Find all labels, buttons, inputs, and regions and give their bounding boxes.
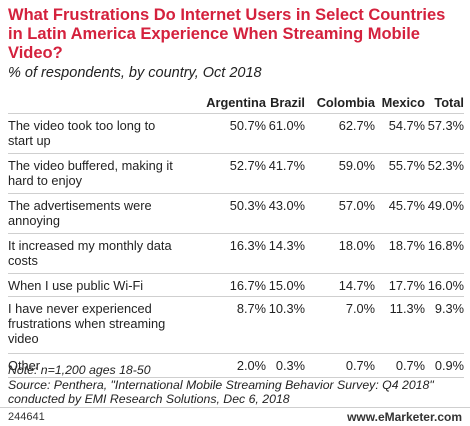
cell-colombia: 7.0%	[345, 301, 375, 316]
cell-argentina: 16.3%	[229, 238, 266, 253]
cell-total: 16.8%	[427, 238, 464, 253]
table-row: The video took too long to start up 50.7%…	[8, 114, 464, 154]
cell-mexico: 45.7%	[388, 198, 425, 213]
cell-mexico: 17.7%	[388, 278, 425, 293]
column-header-colombia: Colombia	[316, 95, 375, 110]
cell-colombia: 62.7%	[338, 118, 375, 133]
cell-argentina: 50.3%	[229, 198, 266, 213]
cell-argentina: 16.7%	[229, 278, 266, 293]
row-label: Other	[8, 358, 41, 373]
data-table: Argentina Brazil Colombia Mexico Total T…	[8, 92, 464, 378]
table-row: When I use public Wi-Fi 16.7% 15.0% 14.7% 17…	[8, 274, 464, 297]
cell-brazil: 15.0%	[268, 278, 305, 293]
note-text: Note: n=1,200 ages 18-50	[8, 363, 151, 377]
table-row: I have never experienced frustrations wh…	[8, 297, 464, 354]
cell-argentina: 50.7%	[229, 118, 266, 133]
row-label: When I use public Wi-Fi	[8, 278, 144, 293]
row-label: It increased my monthly data costs	[8, 238, 172, 268]
row-label: I have never experienced frustrations wh…	[8, 301, 166, 346]
column-header-mexico: Mexico	[381, 95, 425, 110]
row-label: The advertisements were annoying	[8, 198, 152, 228]
chart-id: 244641	[8, 411, 45, 423]
chart-notes: Note: n=1,200 ages 18-50 Source: Penther…	[8, 363, 464, 407]
row-label: The video took too long to start up	[8, 118, 156, 148]
cell-mexico: 18.7%	[388, 238, 425, 253]
cell-colombia: 59.0%	[338, 158, 375, 173]
table-row: Other 2.0% 0.3% 0.7% 0.7% 0.9%	[8, 354, 464, 378]
cell-colombia: 57.0%	[338, 198, 375, 213]
cell-argentina: 52.7%	[229, 158, 266, 173]
cell-total: 57.3%	[427, 118, 464, 133]
cell-brazil: 43.0%	[268, 198, 305, 213]
cell-brazil: 14.3%	[268, 238, 305, 253]
cell-mexico: 55.7%	[388, 158, 425, 173]
cell-total: 49.0%	[427, 198, 464, 213]
cell-brazil: 61.0%	[268, 118, 305, 133]
chart-subtitle: % of respondents, by country, Oct 2018	[8, 65, 262, 81]
cell-argentina: 2.0%	[236, 358, 266, 373]
cell-total: 9.3%	[434, 301, 464, 316]
table-row: The advertisements were annoying 50.3% 43.…	[8, 194, 464, 234]
cell-brazil: 0.3%	[275, 358, 305, 373]
cell-argentina: 8.7%	[236, 301, 266, 316]
row-label: The video buffered, making it hard to en…	[8, 158, 173, 188]
chart-title: What Frustrations Do Internet Users in S…	[8, 6, 446, 62]
brand-logo: www.eMarketer.com	[347, 410, 462, 424]
cell-colombia: 0.7%	[345, 358, 375, 373]
cell-brazil: 41.7%	[268, 158, 305, 173]
cell-colombia: 18.0%	[338, 238, 375, 253]
cell-mexico: 11.3%	[389, 301, 425, 316]
cell-total: 16.0%	[427, 278, 464, 293]
column-header-argentina: Argentina	[206, 95, 266, 110]
cell-mexico: 0.7%	[395, 358, 425, 373]
table-body: The video took too long to start up 50.7%…	[8, 114, 464, 378]
cell-brazil: 10.3%	[268, 301, 305, 316]
table-row: It increased my monthly data costs 16.3% 1…	[8, 234, 464, 274]
column-header-brazil: Brazil	[270, 95, 305, 110]
table-header-row: Argentina Brazil Colombia Mexico Total	[8, 92, 464, 114]
cell-mexico: 54.7%	[388, 118, 425, 133]
table-row: The video buffered, making it hard to en…	[8, 154, 464, 194]
cell-colombia: 14.7%	[338, 278, 375, 293]
footer: 244641 www.eMarketer.com	[0, 407, 470, 426]
column-header-total: Total	[434, 95, 464, 110]
cell-total: 52.3%	[427, 158, 464, 173]
cell-total: 0.9%	[434, 358, 464, 373]
source-text: Source: Penthera, "International Mobile …	[8, 377, 434, 407]
